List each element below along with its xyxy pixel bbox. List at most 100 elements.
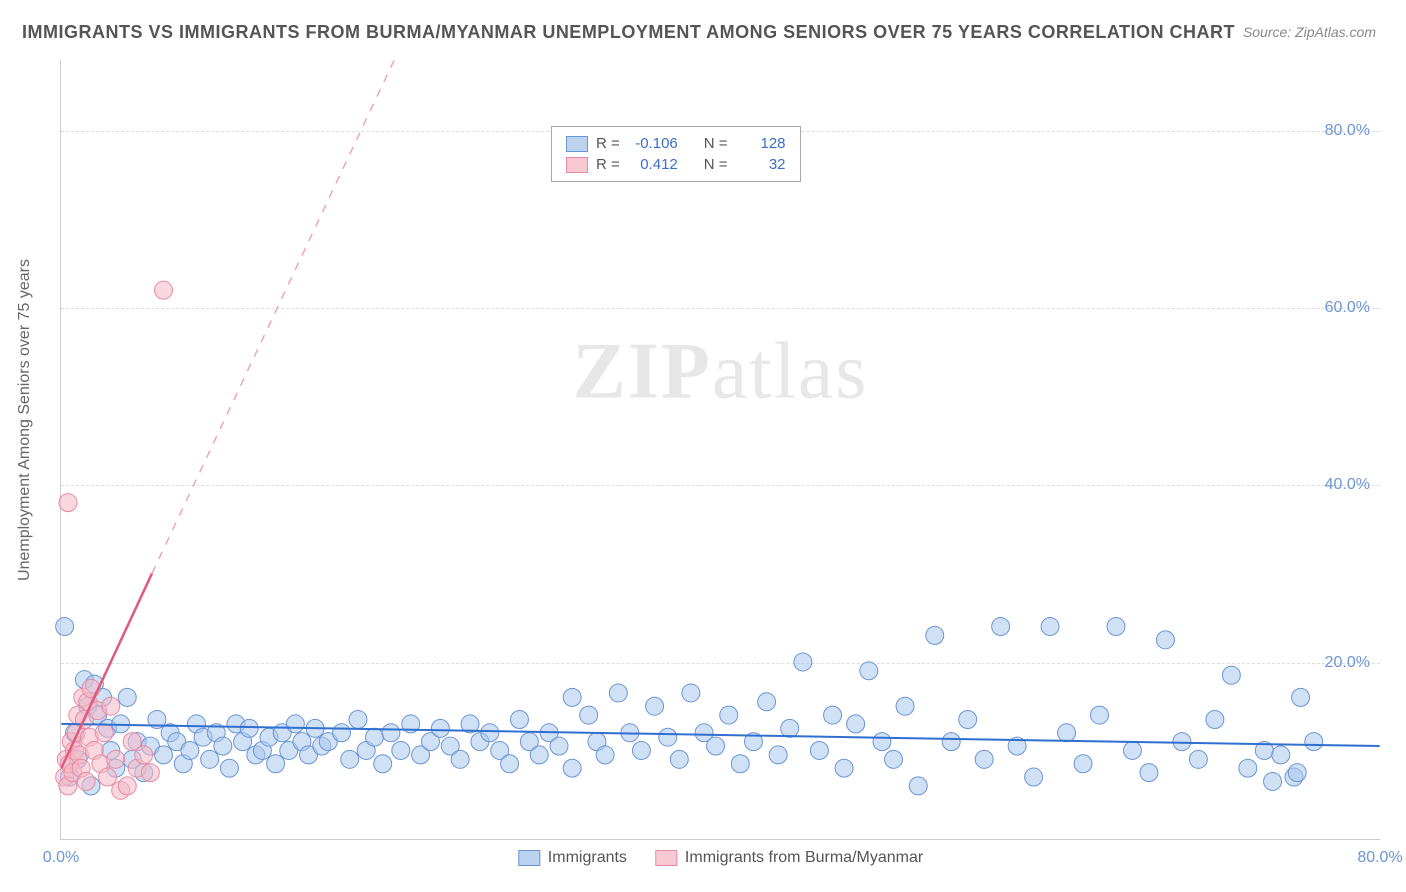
scatter-point-series-1	[781, 719, 799, 737]
scatter-point-series-1	[1058, 724, 1076, 742]
scatter-point-series-1	[1222, 666, 1240, 684]
scatter-point-series-1	[267, 755, 285, 773]
scatter-point-series-1	[550, 737, 568, 755]
scatter-point-series-1	[240, 719, 258, 737]
scatter-point-series-1	[992, 618, 1010, 636]
scatter-point-series-1	[896, 697, 914, 715]
scatter-point-series-1	[1025, 768, 1043, 786]
scatter-point-series-1	[596, 746, 614, 764]
n-value-series-2: 32	[736, 156, 786, 173]
swatch-series-2-bottom	[655, 850, 677, 866]
scatter-point-series-1	[286, 715, 304, 733]
chart-title: IMMIGRANTS VS IMMIGRANTS FROM BURMA/MYAN…	[22, 22, 1235, 43]
scatter-point-series-1	[769, 746, 787, 764]
trend-line	[152, 60, 394, 573]
scatter-point-series-1	[646, 697, 664, 715]
legend-item-series-1: Immigrants	[518, 849, 627, 867]
scatter-point-series-1	[481, 724, 499, 742]
scatter-point-series-1	[682, 684, 700, 702]
r-label: R =	[596, 135, 620, 152]
scatter-point-series-1	[824, 706, 842, 724]
legend-label-series-2: Immigrants from Burma/Myanmar	[685, 849, 923, 867]
scatter-point-series-1	[374, 755, 392, 773]
scatter-point-series-1	[959, 711, 977, 729]
scatter-point-series-1	[220, 759, 238, 777]
scatter-point-series-1	[1140, 764, 1158, 782]
scatter-point-series-1	[926, 626, 944, 644]
scatter-point-series-1	[1305, 733, 1323, 751]
scatter-point-series-1	[181, 741, 199, 759]
n-label: N =	[704, 156, 728, 173]
scatter-point-series-1	[451, 750, 469, 768]
scatter-point-series-1	[1123, 741, 1141, 759]
scatter-point-series-1	[794, 653, 812, 671]
scatter-point-series-2	[59, 494, 77, 512]
scatter-point-series-2	[98, 768, 116, 786]
scatter-point-series-1	[1288, 764, 1306, 782]
scatter-point-series-1	[847, 715, 865, 733]
n-label: N =	[704, 135, 728, 152]
scatter-point-series-1	[382, 724, 400, 742]
scatter-point-series-1	[1041, 618, 1059, 636]
y-axis-label: Unemployment Among Seniors over 75 years	[16, 259, 34, 581]
r-value-series-2: 0.412	[628, 156, 678, 173]
legend-item-series-2: Immigrants from Burma/Myanmar	[655, 849, 923, 867]
scatter-point-series-1	[1206, 711, 1224, 729]
scatter-point-series-1	[1173, 733, 1191, 751]
scatter-point-series-1	[860, 662, 878, 680]
scatter-point-series-1	[1264, 772, 1282, 790]
x-tick-min: 0.0%	[43, 849, 79, 867]
scatter-point-series-1	[530, 746, 548, 764]
scatter-point-series-1	[501, 755, 519, 773]
scatter-point-series-1	[873, 733, 891, 751]
scatter-point-series-1	[563, 688, 581, 706]
scatter-point-series-1	[1091, 706, 1109, 724]
stats-row-series-1: R = -0.106 N = 128	[566, 133, 786, 154]
stats-row-series-2: R = 0.412 N = 32	[566, 154, 786, 175]
scatter-point-series-1	[341, 750, 359, 768]
scatter-point-series-1	[659, 728, 677, 746]
scatter-point-series-1	[214, 737, 232, 755]
scatter-point-series-1	[431, 719, 449, 737]
scatter-point-series-1	[810, 741, 828, 759]
scatter-point-series-1	[1107, 618, 1125, 636]
scatter-point-series-1	[510, 711, 528, 729]
n-value-series-1: 128	[736, 135, 786, 152]
legend-label-series-1: Immigrants	[548, 849, 627, 867]
scatter-point-series-1	[392, 741, 410, 759]
chart-plot-area: ZIPatlas 20.0%40.0%60.0%80.0% R = -0.106…	[60, 60, 1380, 840]
scatter-point-series-1	[365, 728, 383, 746]
scatter-point-series-1	[56, 618, 74, 636]
scatter-point-series-1	[720, 706, 738, 724]
scatter-point-series-1	[1272, 746, 1290, 764]
scatter-point-series-1	[758, 693, 776, 711]
scatter-point-series-1	[1189, 750, 1207, 768]
scatter-point-series-1	[909, 777, 927, 795]
scatter-point-series-1	[731, 755, 749, 773]
stats-legend-box: R = -0.106 N = 128 R = 0.412 N = 32	[551, 126, 801, 182]
scatter-point-series-1	[1156, 631, 1174, 649]
x-tick-max: 80.0%	[1357, 849, 1402, 867]
scatter-point-series-2	[95, 724, 113, 742]
scatter-point-series-2	[107, 750, 125, 768]
scatter-point-series-1	[580, 706, 598, 724]
swatch-series-1	[566, 136, 588, 152]
scatter-point-series-1	[975, 750, 993, 768]
scatter-point-series-2	[77, 772, 95, 790]
scatter-point-series-1	[349, 711, 367, 729]
swatch-series-2	[566, 157, 588, 173]
scatter-point-series-1	[155, 746, 173, 764]
scatter-point-series-1	[707, 737, 725, 755]
r-label: R =	[596, 156, 620, 173]
scatter-point-series-1	[835, 759, 853, 777]
scatter-point-series-1	[609, 684, 627, 702]
scatter-point-series-1	[885, 750, 903, 768]
scatter-point-series-1	[1239, 759, 1257, 777]
scatter-point-series-2	[118, 777, 136, 795]
scatter-point-series-2	[155, 281, 173, 299]
scatter-point-series-1	[942, 733, 960, 751]
scatter-point-series-2	[141, 764, 159, 782]
swatch-series-1-bottom	[518, 850, 540, 866]
scatter-point-series-1	[632, 741, 650, 759]
bottom-legend: Immigrants Immigrants from Burma/Myanmar	[518, 849, 923, 867]
